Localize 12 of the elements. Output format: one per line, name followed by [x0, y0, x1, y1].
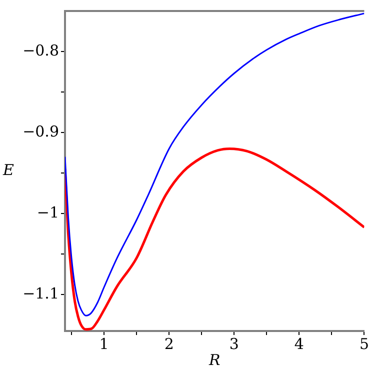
- y-axis-title: E: [2, 160, 14, 179]
- x-tick-label: 3: [229, 334, 239, 353]
- y-tick-label: −1.1: [22, 284, 59, 302]
- x-tick-label: 5: [359, 334, 369, 353]
- line-series: [65, 12, 364, 316]
- y-tick-label: −1: [36, 203, 59, 222]
- x-tick-label: 2: [164, 334, 174, 353]
- y-tick-label: −0.9: [22, 122, 59, 140]
- x-axis-title: R: [208, 350, 220, 369]
- x-tick-label: 4: [294, 334, 304, 353]
- y-tick-label: −0.8: [22, 41, 59, 60]
- x-tick-label: 1: [99, 334, 109, 353]
